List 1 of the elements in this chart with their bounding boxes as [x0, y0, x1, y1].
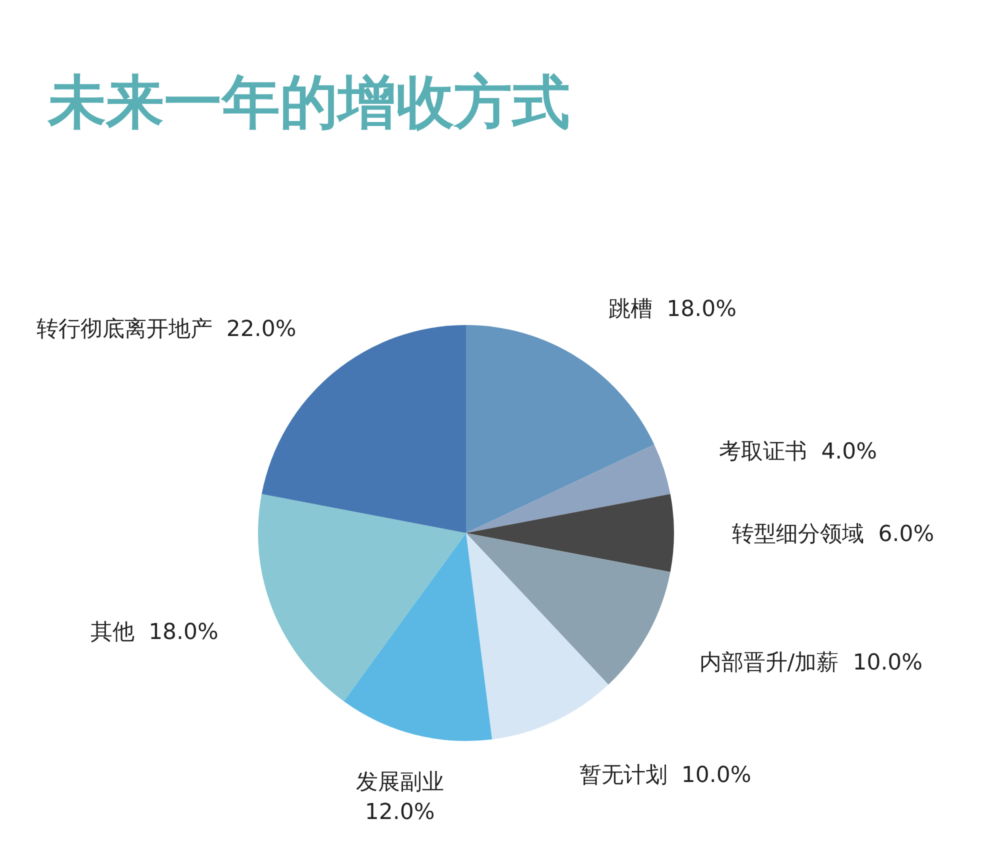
chart-title: 未来一年的增收方式: [47, 68, 570, 136]
